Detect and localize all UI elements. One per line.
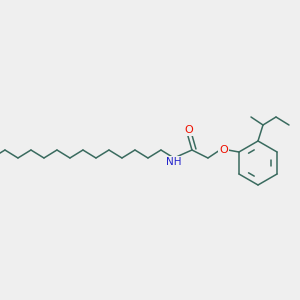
Text: O: O bbox=[184, 125, 193, 135]
Text: NH: NH bbox=[166, 157, 182, 167]
Text: O: O bbox=[220, 145, 228, 155]
